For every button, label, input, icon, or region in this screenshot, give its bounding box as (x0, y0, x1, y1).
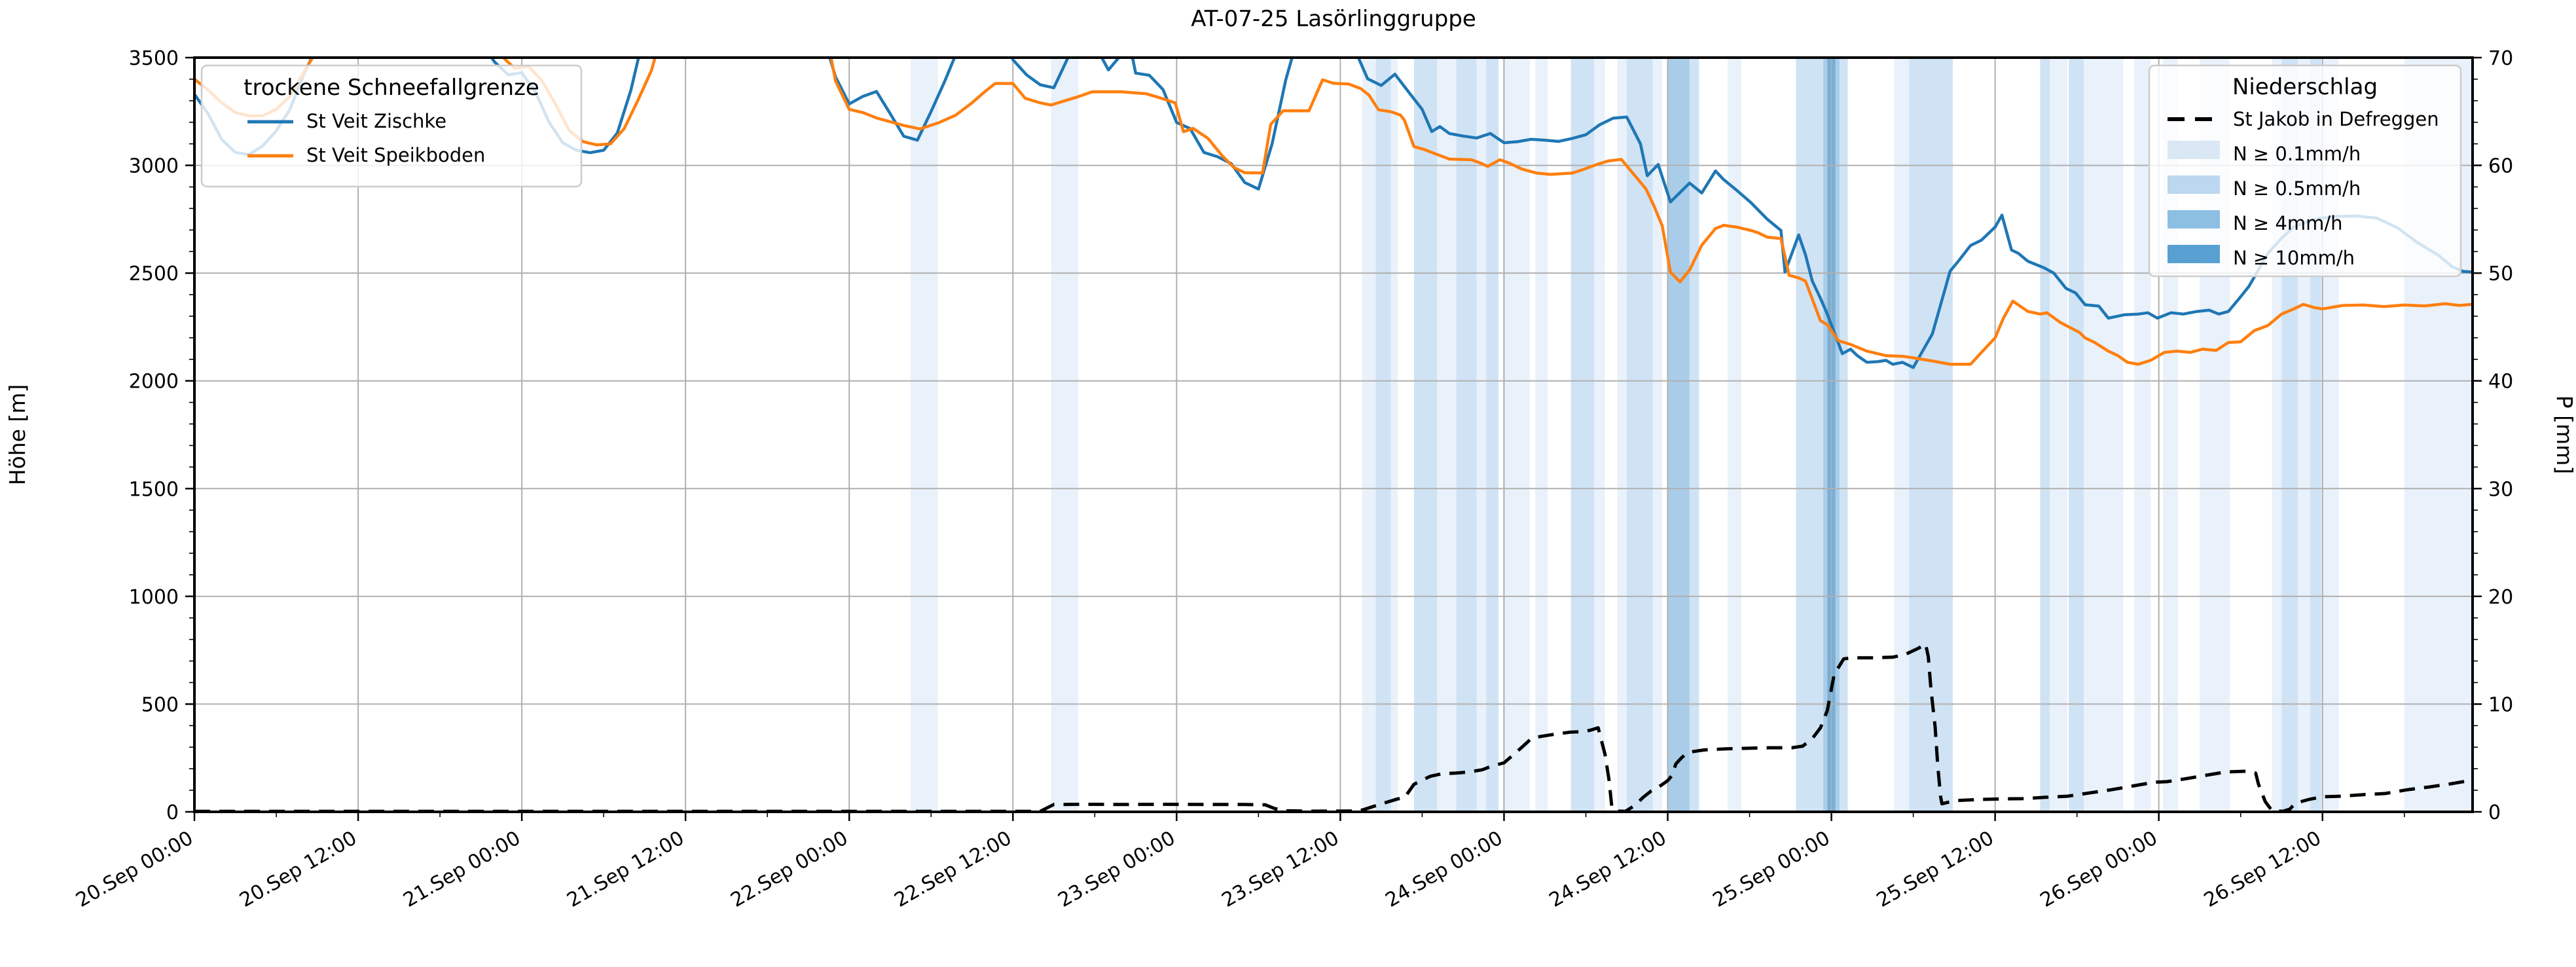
precip-band (1456, 58, 1477, 812)
x-tick-label: 26.Sep 00:00 (2037, 827, 2162, 912)
legend-precip-box (2148, 64, 2462, 278)
precip-band (2040, 58, 2050, 812)
x-tick-label: 25.Sep 12:00 (1873, 827, 1998, 912)
x-tick-label: 21.Sep 12:00 (563, 827, 688, 912)
x-tick-label: 23.Sep 12:00 (1218, 827, 1343, 912)
legend-entry-label: N ≥ 10mm/h (2233, 247, 2355, 269)
x-tick-label: 22.Sep 12:00 (890, 827, 1015, 912)
legend-patch-sample (2168, 175, 2220, 194)
precip-band (1390, 58, 1398, 812)
legend-entry-label: St Veit Speikboden (306, 144, 485, 166)
precip-band (1689, 58, 1699, 812)
precip-band (1796, 58, 1824, 812)
precip-band (1667, 58, 1690, 812)
x-tick-label: 23.Sep 00:00 (1054, 827, 1179, 912)
precip-band (1728, 58, 1742, 812)
precip-band (1375, 58, 1391, 812)
precip-band (1594, 58, 1605, 812)
left-tick-label: 2500 (129, 263, 179, 285)
line-st-veit-speikboden (194, 58, 2473, 366)
legend-patch-sample (2168, 210, 2220, 228)
precip-band (1476, 58, 1487, 812)
precip-band (1051, 58, 1079, 812)
precip-band (1652, 58, 1663, 812)
precip-band (1840, 58, 1848, 812)
legend-snowline-box (200, 64, 583, 188)
right-axis-label: P [mm] (2552, 395, 2576, 474)
right-tick-label: 30 (2488, 478, 2513, 501)
right-tick-label: 60 (2488, 155, 2513, 178)
x-tick-label: 21.Sep 00:00 (399, 827, 524, 912)
precip-band (1617, 58, 1627, 812)
chart-title: AT-07-25 Lasörlinggruppe (1191, 6, 1476, 32)
x-tick-label: 20.Sep 00:00 (72, 827, 197, 912)
line-st-jakob-in-defreggen (194, 642, 2473, 812)
line-st-veit-zischke (194, 58, 2473, 369)
precip-band (2050, 58, 2068, 812)
right-tick-label: 40 (2488, 371, 2513, 393)
x-tick-label: 24.Sep 12:00 (1546, 827, 1671, 912)
left-tick-label: 500 (141, 693, 179, 716)
legend-precip-title: Niederschlag (2232, 74, 2378, 100)
right-tick-label: 20 (2488, 586, 2513, 609)
legend-patch-sample (2168, 245, 2220, 263)
legend-patch-sample (2168, 141, 2220, 159)
left-tick-label: 1000 (129, 586, 179, 609)
legend-snowline-title: trockene Schneefallgrenze (244, 75, 539, 101)
precip-band (1535, 58, 1548, 812)
legend-entry-label: N ≥ 4mm/h (2233, 212, 2343, 234)
precip-band (1823, 58, 1828, 812)
x-tick-label: 24.Sep 00:00 (1382, 827, 1507, 912)
x-tick-label: 26.Sep 12:00 (2200, 827, 2325, 912)
left-axis-label: Höhe [m] (5, 384, 30, 486)
axes (185, 56, 2482, 821)
precip-band (1362, 58, 1376, 812)
left-tick-label: 1500 (129, 478, 179, 501)
left-tick-label: 0 (166, 801, 179, 824)
x-tick-label: 22.Sep 00:00 (727, 827, 852, 912)
x-tick-label: 20.Sep 12:00 (236, 827, 361, 912)
legend-entry-label: N ≥ 0.5mm/h (2233, 177, 2361, 200)
left-tick-label: 3000 (129, 155, 179, 178)
right-tick-label: 0 (2488, 801, 2501, 824)
precip-band (1894, 58, 1910, 812)
left-tick-label: 3500 (129, 47, 179, 70)
precip-band (1486, 58, 1499, 812)
right-tick-label: 70 (2488, 47, 2513, 70)
right-tick-label: 10 (2488, 693, 2513, 716)
x-tick-label: 25.Sep 00:00 (1709, 827, 1834, 912)
precip-band (911, 58, 938, 812)
legend-entry-label: N ≥ 0.1mm/h (2233, 143, 2361, 165)
legend-entry-label: St Jakob in Defreggen (2233, 108, 2439, 130)
data-lines (194, 58, 2473, 812)
precip-band (1835, 58, 1840, 812)
legend-entry-label: St Veit Zischke (306, 110, 446, 132)
precip-band (1413, 58, 1438, 812)
left-tick-label: 2000 (129, 371, 179, 393)
legends: trockene Schneefallgrenze St Veit Zischke… (200, 64, 2462, 278)
precip-band (1502, 58, 1531, 812)
precip-band (1437, 58, 1457, 812)
precip-band (2069, 58, 2084, 812)
right-tick-label: 50 (2488, 263, 2513, 285)
precip-band (1570, 58, 1595, 812)
precip-band (2134, 58, 2151, 812)
precip-band (2084, 58, 2124, 812)
